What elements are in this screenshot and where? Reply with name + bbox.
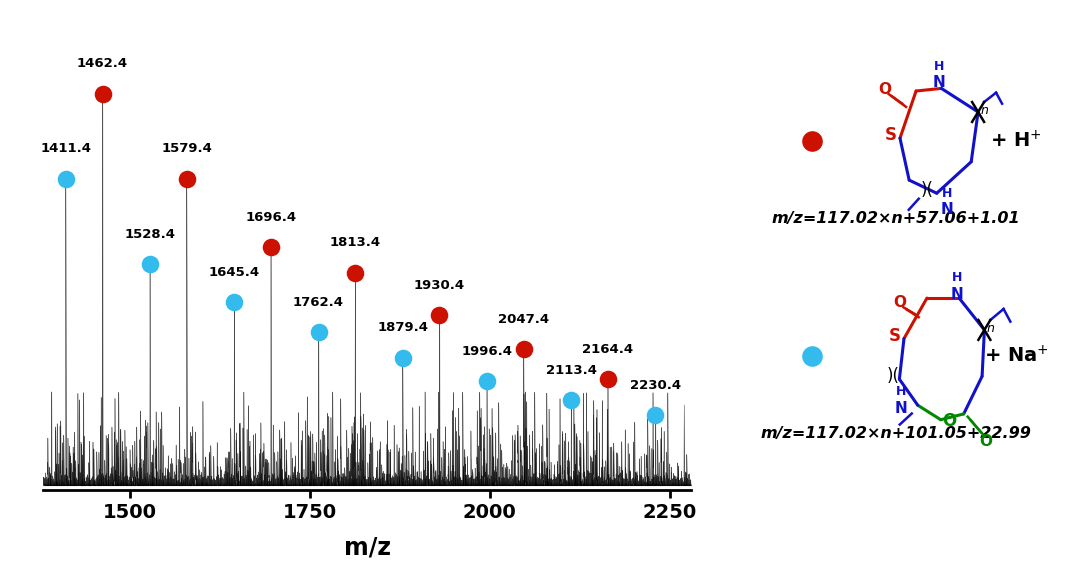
- Text: N: N: [941, 202, 954, 217]
- Text: + H$^{+}$: + H$^{+}$: [990, 130, 1042, 151]
- Text: n: n: [981, 104, 988, 117]
- Text: 1696.4: 1696.4: [245, 211, 297, 224]
- Text: 1528.4: 1528.4: [124, 227, 176, 240]
- Text: O: O: [943, 412, 957, 430]
- X-axis label: m/z: m/z: [343, 536, 391, 560]
- Text: n: n: [986, 322, 995, 335]
- Text: N: N: [950, 287, 963, 302]
- Point: [431, 311, 448, 320]
- Text: H: H: [934, 60, 945, 73]
- Text: )(: )(: [887, 368, 900, 386]
- Text: H: H: [951, 271, 962, 284]
- Point: [262, 243, 280, 252]
- Text: 1462.4: 1462.4: [77, 57, 129, 70]
- Text: )(: )(: [920, 181, 933, 199]
- Text: 1930.4: 1930.4: [414, 279, 465, 292]
- Text: 1762.4: 1762.4: [293, 296, 345, 309]
- Text: 2164.4: 2164.4: [582, 343, 634, 356]
- Text: 1645.4: 1645.4: [208, 266, 260, 279]
- Point: [57, 175, 75, 184]
- Text: S: S: [886, 127, 897, 145]
- Text: O: O: [980, 434, 993, 449]
- Text: m/z=117.02×n+101.05+22.99: m/z=117.02×n+101.05+22.99: [760, 426, 1031, 441]
- Text: 1411.4: 1411.4: [40, 142, 92, 155]
- Point: [478, 377, 496, 386]
- Point: [804, 136, 821, 145]
- Point: [394, 353, 411, 362]
- Text: 2113.4: 2113.4: [545, 364, 597, 377]
- Text: N: N: [895, 401, 908, 416]
- Point: [804, 351, 821, 360]
- Text: + Na$^{+}$: + Na$^{+}$: [984, 345, 1049, 367]
- Point: [563, 396, 580, 405]
- Text: 1813.4: 1813.4: [329, 236, 381, 249]
- Text: 1879.4: 1879.4: [377, 321, 429, 334]
- Point: [178, 175, 195, 184]
- Text: H: H: [896, 386, 906, 399]
- Point: [310, 328, 327, 337]
- Text: m/z=117.02×n+57.06+1.01: m/z=117.02×n+57.06+1.01: [772, 211, 1021, 226]
- Point: [347, 268, 364, 277]
- Text: N: N: [933, 75, 946, 91]
- Point: [599, 374, 617, 383]
- Text: H: H: [942, 187, 951, 200]
- Text: O: O: [893, 296, 906, 310]
- Point: [141, 260, 159, 269]
- Point: [94, 89, 111, 98]
- Text: 2230.4: 2230.4: [630, 379, 681, 392]
- Point: [515, 345, 532, 354]
- Point: [647, 411, 664, 420]
- Text: S: S: [889, 327, 901, 345]
- Text: 1996.4: 1996.4: [461, 345, 513, 358]
- Text: 2047.4: 2047.4: [498, 313, 550, 326]
- Text: O: O: [878, 82, 891, 97]
- Point: [226, 298, 243, 307]
- Text: 1579.4: 1579.4: [161, 142, 212, 155]
